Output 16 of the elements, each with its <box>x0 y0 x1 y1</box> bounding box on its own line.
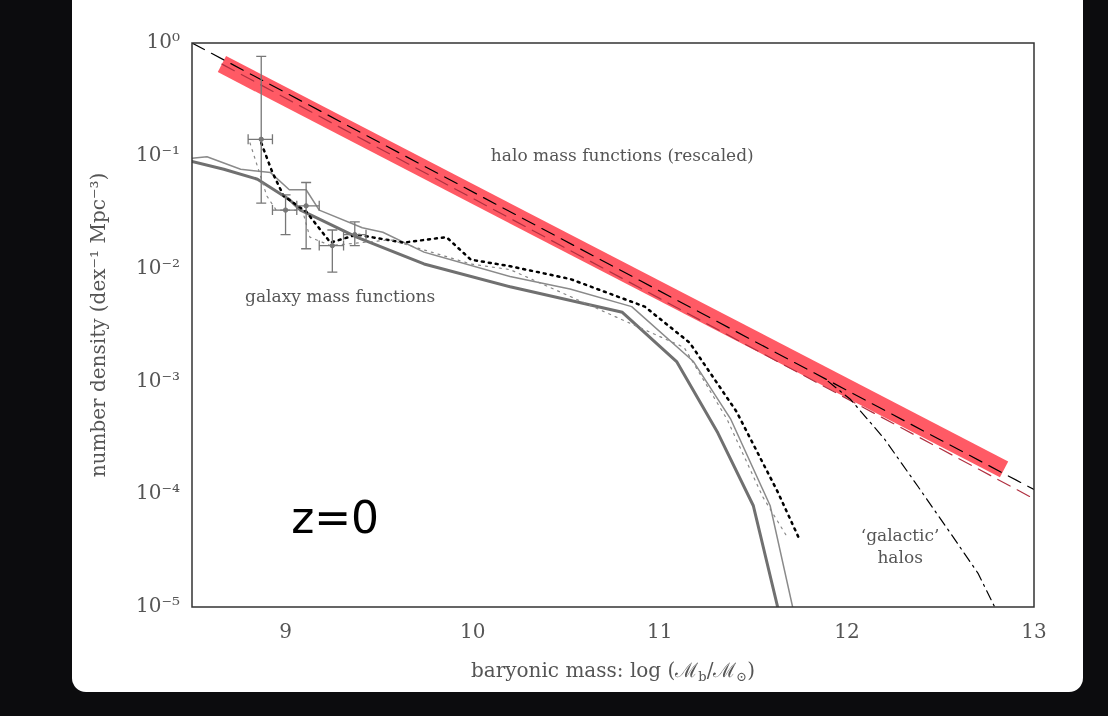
y-tick-label: 10⁻⁵ <box>135 593 180 618</box>
y-tick-label: 10⁻² <box>135 254 180 279</box>
y-tick-label: 10⁻⁴ <box>135 480 180 505</box>
y-tick-label: 10⁰ <box>146 29 180 54</box>
y-axis-title: number density (dex⁻¹ Mpc⁻³) <box>86 172 111 478</box>
annotation: ‘galactic’ halos <box>860 525 940 568</box>
annotation: galaxy mass functions <box>245 286 436 307</box>
x-tick-label: 12 <box>834 619 860 644</box>
annotation: halo mass functions (rescaled) <box>490 145 754 166</box>
x-tick-label: 10 <box>459 619 486 644</box>
x-tick-label: 13 <box>1021 619 1047 644</box>
x-tick-label: 11 <box>647 619 673 644</box>
x-tick-label: 9 <box>279 619 292 644</box>
annotation: z=0 <box>291 491 380 543</box>
y-tick-label: 10⁻¹ <box>135 142 180 166</box>
y-tick-label: 10⁻³ <box>135 367 180 392</box>
